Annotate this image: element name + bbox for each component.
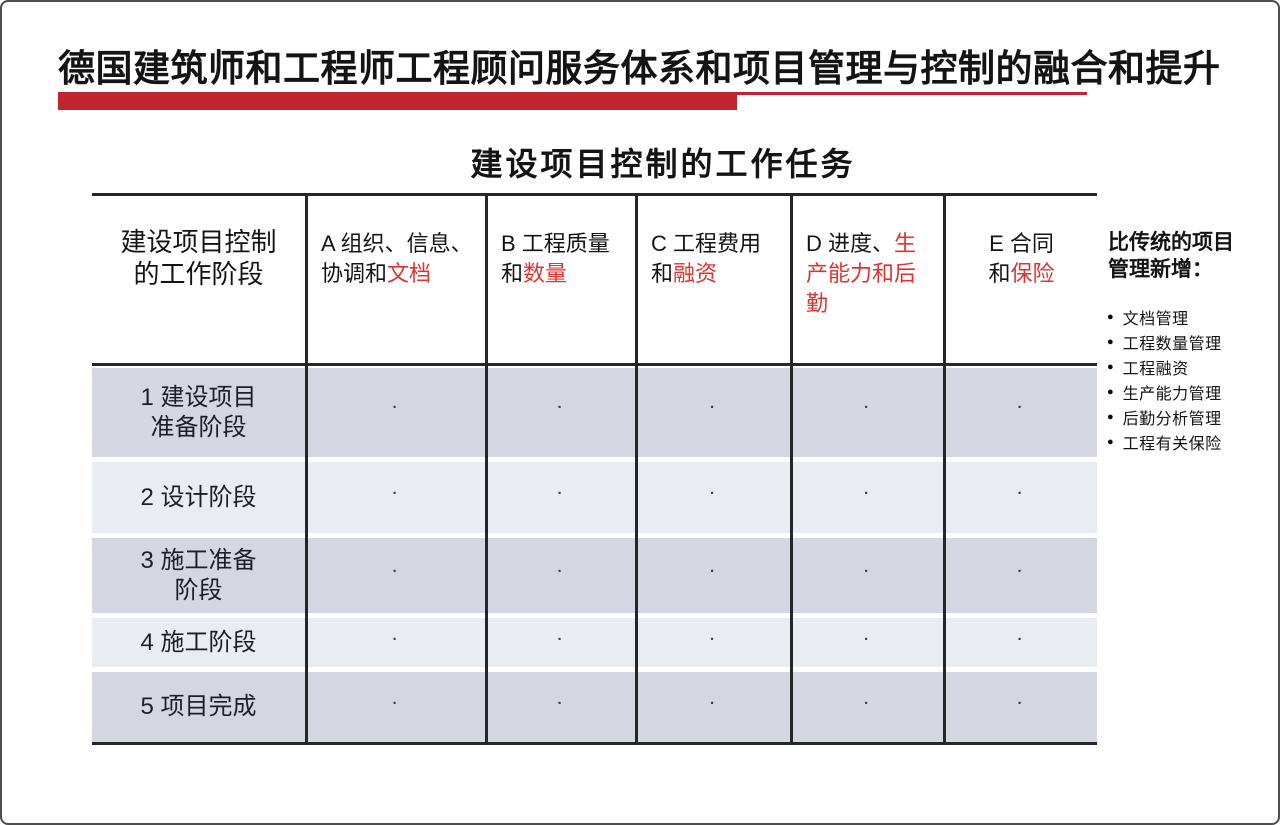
cell-dot: · — [557, 562, 563, 580]
sidebar-item-label: 工程融资 — [1122, 360, 1189, 378]
cell-dot: · — [557, 399, 563, 417]
control-tasks-table: 1 建设项目 准备阶段 · · · · · 2 设计阶段 · · · · · 3 施工准备 阶段 · · · ·… — [92, 193, 1097, 745]
cell-dot: · — [392, 631, 398, 649]
header-label-red: 生产能力和后勤 — [806, 231, 917, 316]
table-column-divider — [635, 193, 638, 745]
cell-dot: · — [1017, 631, 1023, 649]
cell-dot: · — [864, 484, 869, 502]
sidebar-item: ● 工程融资 — [1107, 354, 1222, 379]
page-title: 德国建筑师和工程师工程顾问服务体系和项目管理与控制的融合和提升 — [58, 48, 1221, 89]
sidebar-item-label: 工程有关保险 — [1122, 435, 1222, 453]
column-header-d: D 进度、生产能力和后勤 — [793, 196, 943, 363]
column-header-a: A 组织、信息、协调和文档 — [308, 196, 485, 363]
header-label-black: C 工程费用和 — [651, 231, 762, 286]
bullet-icon: ● — [1107, 360, 1114, 373]
table-row-background — [92, 538, 1097, 613]
sidebar-list: ● 文档管理 ● 工程数量管理 ● 工程融资 ● 生产能力管理 ● 后勤分析管理 ● 工程有关保险 — [1107, 304, 1222, 454]
cell-dot: · — [864, 694, 869, 712]
bullet-icon: ● — [1107, 410, 1114, 423]
row-label-3: 3 施工准备 阶段 — [140, 546, 257, 604]
row-label-4: 4 施工阶段 — [140, 628, 257, 656]
table-column-divider — [790, 193, 793, 745]
sidebar-item-label: 生产能力管理 — [1122, 385, 1222, 403]
sidebar-item-label: 文档管理 — [1122, 310, 1189, 328]
header-label-red: 数量 — [523, 261, 568, 286]
header-label-red: 保险 — [1010, 261, 1055, 286]
cell-dot: · — [1017, 694, 1023, 712]
row-label-2: 2 设计阶段 — [140, 483, 257, 511]
bullet-icon: ● — [1107, 435, 1114, 448]
title-accent-bar — [58, 95, 737, 110]
bullet-icon: ● — [1107, 335, 1114, 348]
cell-dot: · — [864, 399, 869, 417]
cell-dot: · — [557, 694, 563, 712]
table-row-background — [92, 368, 1097, 457]
bullet-icon: ● — [1107, 385, 1114, 398]
table-row-background — [92, 462, 1097, 533]
sidebar-item-label: 后勤分析管理 — [1122, 410, 1222, 428]
sidebar-item-label: 工程数量管理 — [1122, 335, 1222, 353]
cell-dot: · — [1017, 484, 1023, 502]
cell-dot: · — [710, 562, 715, 580]
row-label-1: 1 建设项目 准备阶段 — [140, 383, 257, 441]
table-bottom-border — [92, 742, 1097, 745]
column-header-e: E 合同 和保险 — [946, 196, 1097, 363]
cell-dot: · — [710, 484, 715, 502]
column-header-c: C 工程费用和融资 — [638, 196, 790, 363]
header-label-black: E 合同 和 — [988, 231, 1054, 286]
column-header-stage: 建设项目控制 的工作阶段 — [120, 227, 277, 289]
header-label-black: D 进度、 — [806, 231, 895, 256]
sidebar-item: ● 生产能力管理 — [1107, 379, 1222, 404]
table-top-border — [92, 193, 1097, 196]
header-label-black: B 工程质量和 — [501, 231, 610, 286]
row-label-5: 5 项目完成 — [140, 693, 257, 720]
sidebar-item: ● 工程有关保险 — [1107, 429, 1222, 454]
table-column-divider — [485, 193, 488, 745]
header-label-red: 融资 — [673, 261, 718, 286]
header-label-black: A 组织、信息、协调和 — [321, 231, 473, 286]
cell-dot: · — [710, 694, 715, 712]
table-row-background — [92, 618, 1097, 667]
bullet-icon: ● — [1107, 310, 1114, 323]
cell-dot: · — [392, 562, 398, 580]
cell-dot: · — [392, 484, 398, 502]
sidebar-item: ● 工程数量管理 — [1107, 329, 1222, 354]
title-underline-rule — [58, 92, 1087, 95]
column-header-b: B 工程质量和数量 — [488, 196, 635, 363]
sidebar-heading: 比传统的项目 管理新增： — [1108, 231, 1234, 281]
cell-dot: · — [864, 562, 869, 580]
table-header-divider — [92, 363, 1097, 366]
sidebar-item: ● 文档管理 — [1107, 304, 1222, 329]
table-title: 建设项目控制的工作任务 — [470, 146, 856, 182]
sidebar-item: ● 后勤分析管理 — [1107, 404, 1222, 429]
table-column-divider — [943, 193, 946, 745]
cell-dot: · — [557, 484, 563, 502]
cell-dot: · — [864, 631, 869, 649]
cell-dot: · — [392, 399, 398, 417]
cell-dot: · — [557, 631, 563, 649]
table-row-background — [92, 672, 1097, 742]
header-label-red: 文档 — [387, 261, 432, 286]
cell-dot: · — [392, 694, 398, 712]
table-column-divider — [305, 193, 308, 745]
cell-dot: · — [1017, 562, 1023, 580]
cell-dot: · — [1017, 399, 1023, 417]
cell-dot: · — [710, 399, 715, 417]
cell-dot: · — [710, 631, 715, 649]
